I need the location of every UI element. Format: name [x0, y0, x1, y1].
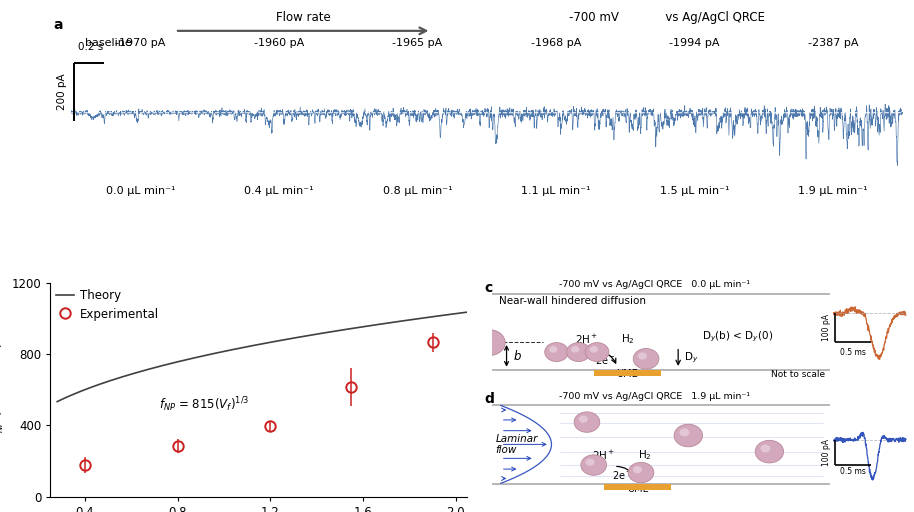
Y-axis label: $f_{NP}$ (events s⁻¹): $f_{NP}$ (events s⁻¹)	[0, 342, 5, 437]
Text: 1.9 μL min⁻¹: 1.9 μL min⁻¹	[799, 186, 868, 196]
Legend: Theory, Experimental: Theory, Experimental	[56, 289, 159, 321]
Text: 0.8 μL min⁻¹: 0.8 μL min⁻¹	[383, 186, 452, 196]
Text: $f_{NP}$ = 815($V_f$)$^{1/3}$: $f_{NP}$ = 815($V_f$)$^{1/3}$	[159, 395, 250, 414]
Text: 1.1 μL min⁻¹: 1.1 μL min⁻¹	[521, 186, 590, 196]
Text: -1960 pA: -1960 pA	[254, 38, 304, 48]
Text: a: a	[53, 18, 62, 32]
Text: -1994 pA: -1994 pA	[669, 38, 720, 48]
Text: 1.5 μL min⁻¹: 1.5 μL min⁻¹	[660, 186, 729, 196]
Text: -2387 pA: -2387 pA	[808, 38, 858, 48]
Text: c: c	[484, 281, 493, 295]
Text: -700 mV                   vs Ag/AgCl QRCE: -700 mV vs Ag/AgCl QRCE	[569, 11, 765, 24]
Text: Flow rate: Flow rate	[277, 11, 331, 24]
Text: 0.0 μL min⁻¹: 0.0 μL min⁻¹	[106, 186, 175, 196]
Text: -1968 pA: -1968 pA	[531, 38, 581, 48]
Text: -1965 pA: -1965 pA	[392, 38, 442, 48]
Text: 200 pA: 200 pA	[57, 74, 67, 110]
Text: baseline: baseline	[85, 38, 132, 48]
Text: -1970 pA: -1970 pA	[115, 38, 165, 48]
Text: d: d	[484, 392, 494, 406]
Text: 0.2 s: 0.2 s	[78, 41, 103, 52]
Text: 0.4 μL min⁻¹: 0.4 μL min⁻¹	[244, 186, 314, 196]
